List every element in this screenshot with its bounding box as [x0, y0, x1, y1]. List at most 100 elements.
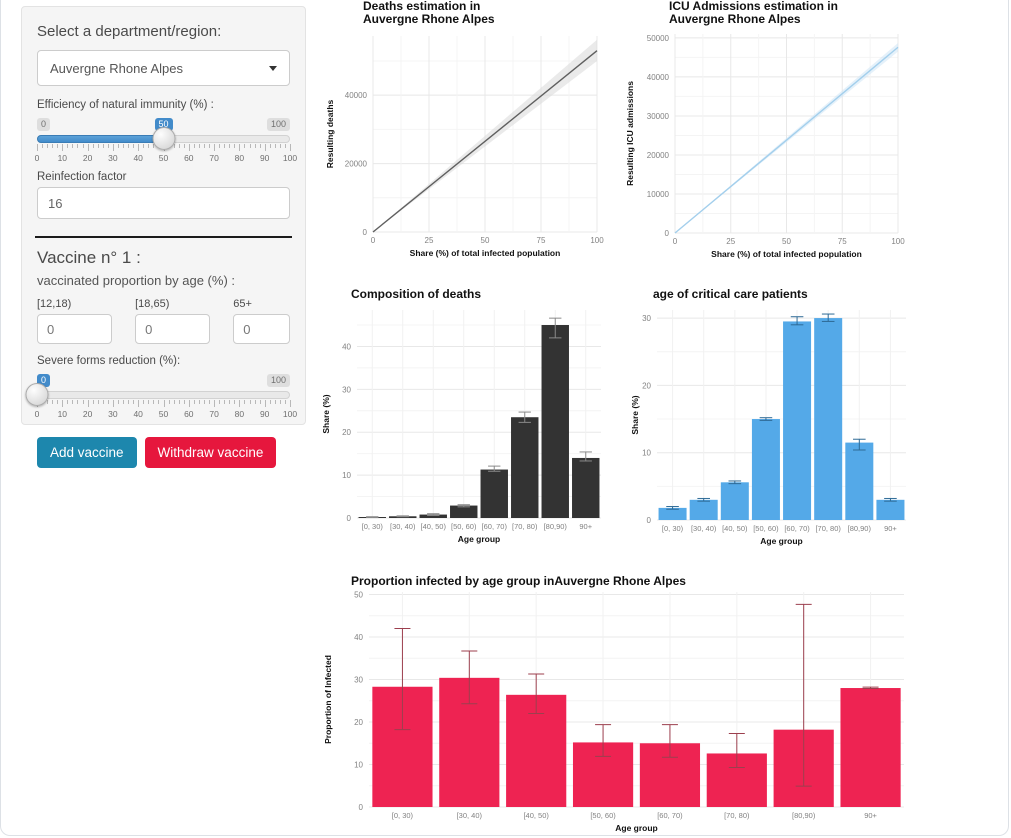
svg-text:25: 25 [726, 237, 735, 246]
svg-text:Proportion infected by age gro: Proportion infected by age group inAuver… [351, 574, 686, 588]
add-vaccine-button[interactable]: Add vaccine [37, 437, 137, 468]
svg-text:[0, 30): [0, 30) [392, 811, 414, 820]
reinfection-label: Reinfection factor [37, 171, 127, 183]
region-select[interactable]: Auvergne Rhone Alpes [37, 50, 290, 86]
svg-text:10: 10 [642, 449, 651, 458]
svg-text:20: 20 [642, 381, 651, 390]
slider-filled-bar [37, 135, 166, 143]
svg-text:20000: 20000 [345, 160, 368, 169]
svg-text:[70, 80): [70, 80) [512, 522, 538, 531]
severe-forms-slider[interactable]: 100 0 0 10 20 30 40 50 60 70 80 90 100 [25, 369, 297, 423]
age-inputs-row: [12,18) [18,65) 65+ [37, 298, 290, 344]
svg-text:[0, 30): [0, 30) [362, 522, 384, 531]
region-select-value: Auvergne Rhone Alpes [50, 60, 183, 76]
svg-text:[30, 40): [30, 40) [457, 811, 483, 820]
svg-text:20000: 20000 [647, 151, 670, 160]
age-input-label: 65+ [233, 298, 252, 310]
slider-max-label: 100 [266, 374, 290, 387]
svg-text:10000: 10000 [647, 190, 670, 199]
svg-text:[30, 40): [30, 40) [691, 524, 717, 533]
svg-text:30: 30 [342, 385, 351, 394]
sidebar-panel: Select a department/region: Auvergne Rho… [21, 6, 306, 468]
svg-text:10: 10 [342, 471, 351, 480]
svg-text:Share (%): Share (%) [631, 395, 640, 434]
svg-text:0: 0 [673, 237, 678, 246]
withdraw-vaccine-button[interactable]: Withdraw vaccine [144, 437, 277, 468]
svg-text:75: 75 [838, 237, 847, 246]
vaccine-buttons-row: Add vaccine Withdraw vaccine [37, 437, 290, 468]
svg-text:ICU Admissions estimation in: ICU Admissions estimation in [669, 0, 838, 13]
svg-text:[80,90): [80,90) [544, 522, 568, 531]
age-input-label: [18,65) [135, 298, 170, 310]
svg-text:[80,90): [80,90) [792, 811, 816, 820]
svg-text:[50, 60): [50, 60) [753, 524, 779, 533]
svg-text:0: 0 [359, 803, 364, 812]
svg-text:20: 20 [342, 428, 351, 437]
age-65plus-input[interactable] [233, 314, 290, 344]
svg-text:Age group: Age group [458, 534, 501, 544]
svg-text:40000: 40000 [647, 73, 670, 82]
svg-text:100: 100 [891, 237, 905, 246]
svg-text:90+: 90+ [864, 811, 877, 820]
svg-text:[80,90): [80,90) [848, 524, 872, 533]
svg-text:0: 0 [347, 514, 352, 523]
svg-text:50: 50 [481, 236, 490, 245]
svg-text:75: 75 [537, 236, 546, 245]
svg-text:Resulting deaths: Resulting deaths [325, 99, 335, 168]
svg-text:[40, 50): [40, 50) [421, 522, 447, 531]
svg-text:[70, 80): [70, 80) [724, 811, 750, 820]
svg-text:[50, 60): [50, 60) [590, 811, 616, 820]
svg-text:50000: 50000 [647, 34, 670, 43]
age-12-18-input[interactable] [37, 314, 113, 344]
icu-chart: 0 10000 20000 30000 40000 50000 0 25 50 75 100 ICU … [621, 0, 913, 270]
svg-text:Composition of deaths: Composition of deaths [351, 287, 481, 301]
svg-text:30: 30 [354, 676, 363, 685]
svg-text:Age group: Age group [615, 823, 658, 833]
svg-text:40: 40 [354, 633, 363, 642]
severe-slider-label: Severe forms reduction (%): [37, 355, 181, 367]
slider-handle[interactable] [152, 127, 175, 150]
age-input-group-12-18: [12,18) [37, 298, 113, 344]
svg-text:0: 0 [647, 516, 652, 525]
region-select-label: Select a department/region: [37, 23, 222, 40]
svg-text:[0, 30): [0, 30) [662, 524, 684, 533]
svg-text:40000: 40000 [345, 91, 368, 100]
svg-text:90+: 90+ [884, 524, 897, 533]
svg-text:Share (%) of total infected po: Share (%) of total infected population [410, 248, 561, 258]
svg-text:Share (%): Share (%) [321, 394, 331, 433]
age-input-group-65plus: 65+ [233, 298, 290, 344]
caret-down-icon [269, 65, 277, 71]
svg-text:0: 0 [371, 236, 376, 245]
svg-text:100: 100 [590, 236, 604, 245]
svg-text:Share (%) of total infected po: Share (%) of total infected population [711, 249, 862, 259]
svg-text:Age group: Age group [760, 536, 803, 546]
svg-text:[40, 50): [40, 50) [523, 811, 549, 820]
svg-text:[60, 70): [60, 70) [482, 522, 508, 531]
proportion-infected-chart: 0 10 20 30 40 50 [0, 30) [30, 40) [40, 50) [50, 6… [319, 570, 919, 838]
age-input-label: [12,18) [37, 298, 72, 310]
svg-text:Proportion of Infected: Proportion of Infected [323, 655, 333, 744]
svg-text:[40, 50): [40, 50) [722, 524, 748, 533]
deaths-chart: 0 20000 40000 0 25 50 75 100 Deaths estimation i… [319, 0, 611, 270]
section-divider [35, 236, 292, 238]
reinfection-input[interactable] [37, 187, 290, 219]
immunity-slider[interactable]: 0 100 50 0 10 20 30 40 50 60 70 80 90 100 [35, 113, 297, 167]
svg-text:Deaths estimation in: Deaths estimation in [363, 0, 480, 13]
age-18-65-input[interactable] [135, 314, 211, 344]
svg-text:[50, 60): [50, 60) [451, 522, 477, 531]
svg-text:20: 20 [354, 718, 363, 727]
svg-text:10: 10 [354, 761, 363, 770]
svg-text:90+: 90+ [579, 522, 592, 531]
age-input-group-18-65: [18,65) [135, 298, 211, 344]
vaccine-subheading: vaccinated proportion by age (%) : [37, 273, 235, 288]
vaccine-heading: Vaccine n° 1 : [37, 248, 141, 267]
slider-tick-grid: 0 10 20 30 40 50 60 70 80 90 100 [35, 400, 297, 420]
slider-handle[interactable] [25, 383, 49, 406]
svg-text:[60, 70): [60, 70) [784, 524, 810, 533]
svg-text:30: 30 [642, 314, 651, 323]
svg-text:Resulting ICU admissions: Resulting ICU admissions [625, 81, 635, 186]
slider-track[interactable] [37, 391, 290, 399]
svg-text:[30, 40): [30, 40) [390, 522, 416, 531]
deaths-composition-chart: 0 10 20 30 40 [0, 30) [30, 40) [40, 50) [50, 60)… [319, 285, 623, 560]
